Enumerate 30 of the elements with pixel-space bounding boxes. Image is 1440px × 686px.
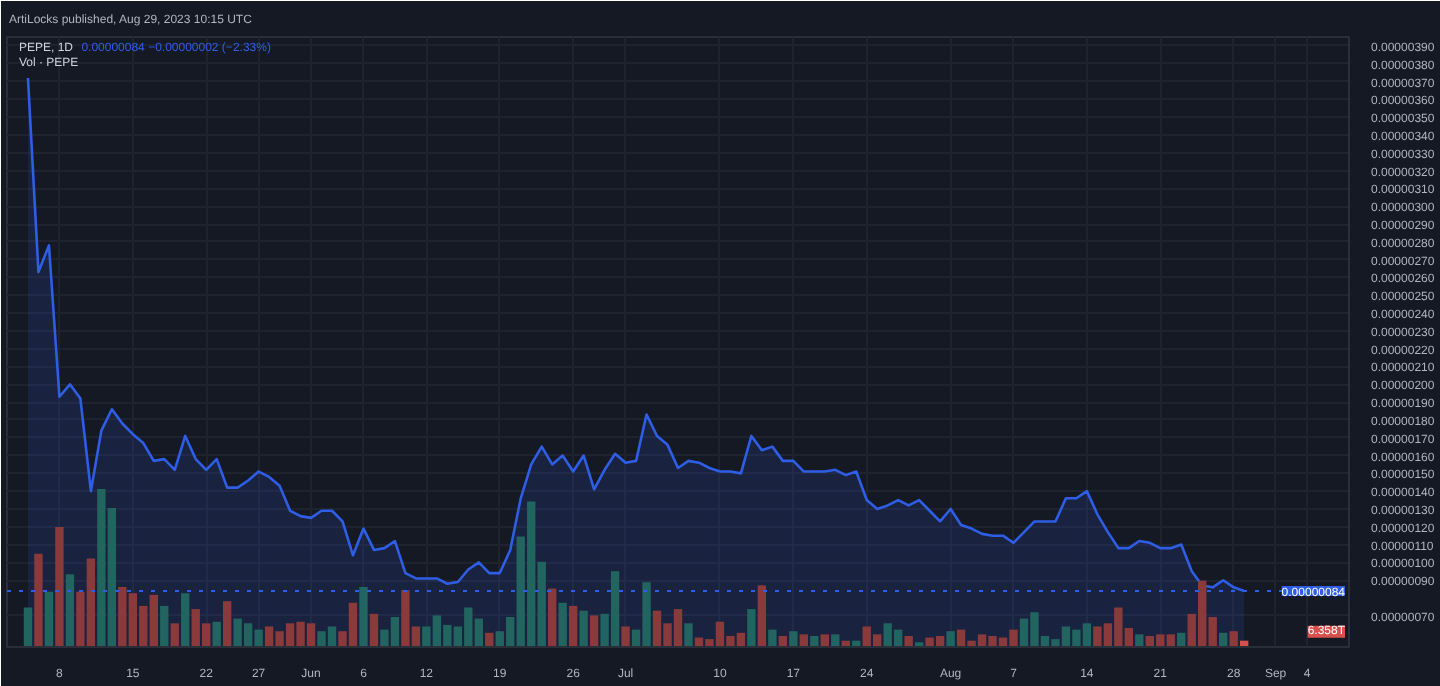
- bar: [789, 631, 798, 647]
- bar: [65, 574, 75, 647]
- bar: [946, 631, 955, 647]
- bar: [820, 634, 829, 647]
- bar: [579, 610, 588, 647]
- bar: [55, 526, 64, 647]
- bar: [904, 635, 913, 647]
- bar: [747, 609, 756, 647]
- bar: [369, 613, 379, 647]
- bar: [589, 615, 599, 647]
- bar: [1229, 631, 1238, 647]
- bar: [621, 626, 630, 647]
- bar: [799, 634, 809, 647]
- bar: [558, 602, 567, 647]
- bar: [222, 601, 232, 647]
- bar: [181, 593, 190, 647]
- bar: [684, 623, 693, 647]
- bar: [170, 623, 179, 647]
- bar: [768, 629, 777, 647]
- bar: [359, 586, 368, 647]
- bar: [547, 588, 557, 647]
- bar: [34, 553, 43, 647]
- bar: [831, 634, 840, 647]
- bar: [568, 605, 578, 647]
- bar: [212, 621, 221, 647]
- bar: [1135, 634, 1144, 647]
- bar: [757, 585, 767, 647]
- bar: [44, 591, 54, 647]
- bar: [23, 607, 33, 647]
- bar: [160, 605, 169, 647]
